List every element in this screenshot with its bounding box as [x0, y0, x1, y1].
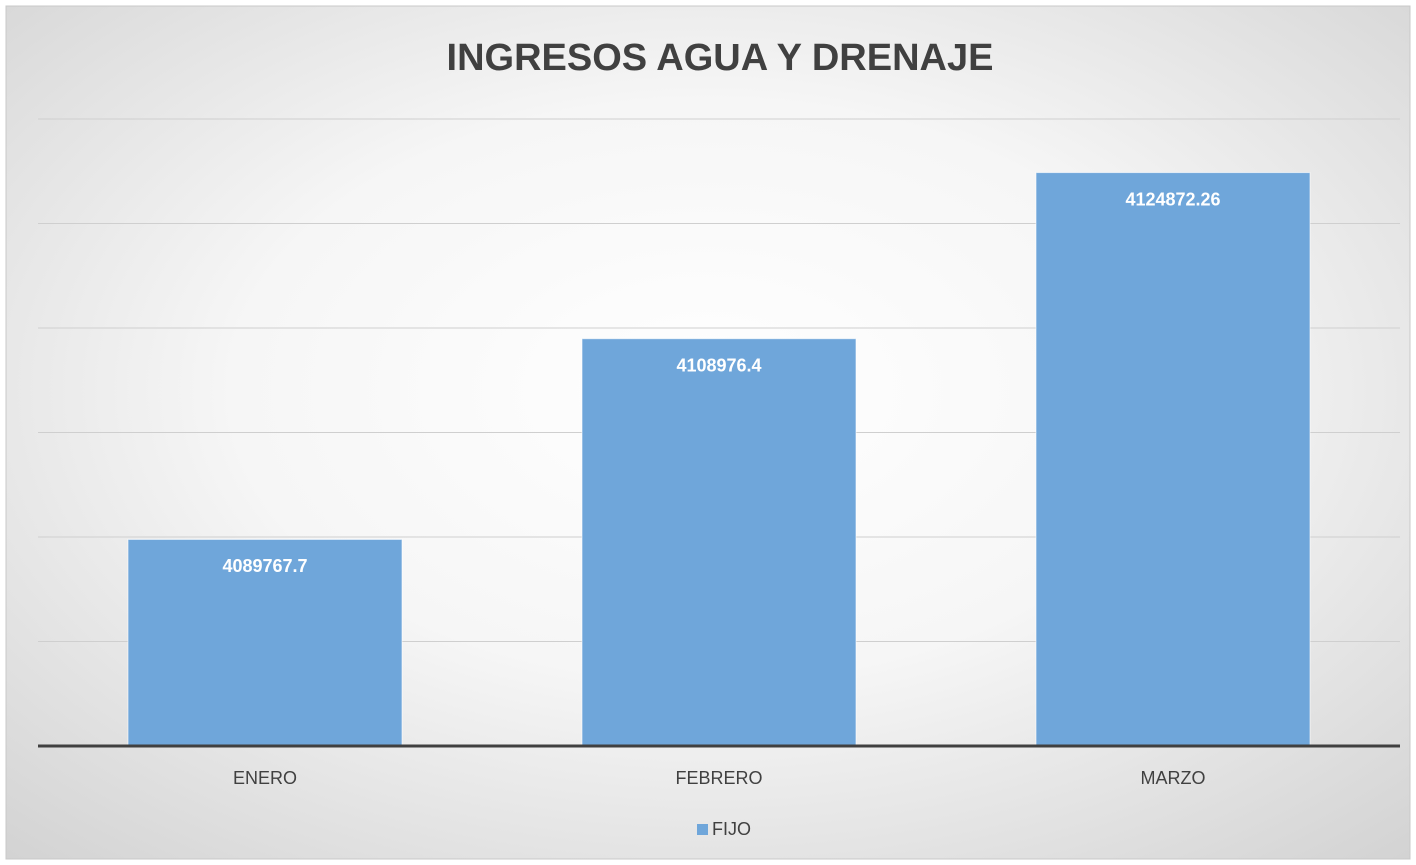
x-tick-label: FEBRERO — [675, 768, 762, 788]
legend-swatch — [697, 824, 708, 835]
x-tick-label: ENERO — [233, 768, 297, 788]
data-label: 4124872.26 — [1125, 189, 1220, 209]
bar — [127, 538, 403, 747]
data-label: 4108976.4 — [676, 355, 761, 375]
data-label: 4089767.7 — [222, 556, 307, 576]
legend-label: FIJO — [712, 819, 751, 839]
chart-title: INGRESOS AGUA Y DRENAJE — [447, 37, 994, 79]
bar — [1035, 172, 1311, 747]
bar — [581, 338, 857, 747]
x-tick-label: MARZO — [1141, 768, 1206, 788]
